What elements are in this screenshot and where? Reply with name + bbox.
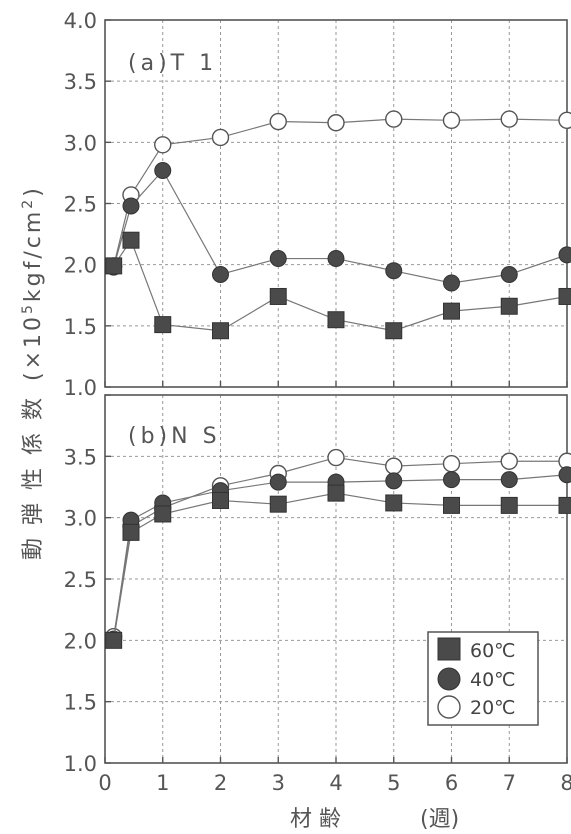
data-point-square xyxy=(385,322,403,340)
data-point-open-circle xyxy=(269,112,287,131)
svg-text:動 弾 性 係 数(×105kgf/cm2): 動 弾 性 係 数 (×105kgf/cm2) xyxy=(20,185,46,560)
y-tick-label: 3.5 xyxy=(64,70,97,94)
series-line xyxy=(113,169,568,284)
data-point-filled-circle xyxy=(154,161,172,179)
y-axis-unit-exp2: 2 xyxy=(20,197,36,209)
x-tick-label: 0 xyxy=(98,771,111,795)
data-point-square xyxy=(500,297,518,315)
y-tick-label: 2.5 xyxy=(64,568,97,592)
y-axis-label: 動 弾 性 係 数 (×105kgf/cm2) xyxy=(20,185,46,560)
data-point-square xyxy=(212,491,229,509)
x-axis-label: 材 齢 xyxy=(290,807,341,832)
data-point-filled-circle xyxy=(558,246,571,264)
y-tick-label: 1.0 xyxy=(64,752,97,776)
data-point-open-circle xyxy=(442,454,461,473)
data-point-filled-circle xyxy=(500,471,518,489)
data-point-square xyxy=(269,287,287,305)
y-tick-label: 4.0 xyxy=(64,9,97,33)
data-point-square xyxy=(212,322,229,340)
series-line xyxy=(113,456,567,637)
data-point-open-circle xyxy=(558,111,571,130)
data-point-square xyxy=(269,495,287,513)
panel-b-title: (b)N S xyxy=(128,424,221,449)
y-axis-unit2: kgf/cm xyxy=(21,209,46,302)
data-point-filled-circle xyxy=(269,473,287,491)
y-tick-label: 3.5 xyxy=(64,445,97,469)
x-axis-unit: (週) xyxy=(420,807,459,832)
x-tick-label: 4 xyxy=(329,771,342,795)
series-line xyxy=(113,118,568,267)
panel-a-title: (a)T 1 xyxy=(128,51,217,76)
x-tick-label: 6 xyxy=(445,771,458,795)
series-line xyxy=(113,492,567,641)
data-point-filled-circle xyxy=(385,472,403,490)
data-point-open-circle xyxy=(385,457,403,475)
data-point-filled-circle xyxy=(269,250,287,268)
axis-ticks: 4.03.53.02.52.01.51.03.53.02.52.01.51.00… xyxy=(64,9,571,795)
data-point-open-circle xyxy=(442,111,461,130)
data-point-filled-circle xyxy=(385,262,403,280)
series-line xyxy=(113,474,568,640)
x-tick-label: 3 xyxy=(272,771,285,795)
legend-open-circle-icon xyxy=(437,695,461,719)
data-point-square xyxy=(385,494,403,512)
data-point-filled-circle xyxy=(500,265,518,283)
data-point-open-circle xyxy=(154,136,172,154)
y-axis-unit-close: ) xyxy=(21,185,46,197)
series-line xyxy=(113,238,568,332)
data-point-square xyxy=(443,302,460,320)
legend-square-icon xyxy=(437,637,461,661)
x-tick-label: 1 xyxy=(156,771,169,795)
data-point-open-circle xyxy=(385,110,403,128)
y-tick-label: 1.5 xyxy=(64,315,97,339)
data-point-filled-circle xyxy=(327,250,345,268)
data-point-square xyxy=(105,631,123,649)
y-tick-label: 3.0 xyxy=(64,131,97,155)
data-point-square xyxy=(327,484,345,502)
data-point-square xyxy=(500,496,518,514)
y-tick-label: 1.5 xyxy=(64,691,97,715)
data-point-open-circle xyxy=(327,114,345,132)
data-point-square xyxy=(105,257,123,275)
data-point-square xyxy=(443,496,460,514)
data-point-square xyxy=(558,287,571,305)
series-layer xyxy=(104,110,571,649)
data-point-open-circle xyxy=(211,128,230,147)
data-point-filled-circle xyxy=(558,466,571,484)
legend-60: 60℃ xyxy=(470,640,516,662)
x-tick-label: 5 xyxy=(387,771,400,795)
data-point-filled-circle xyxy=(443,274,460,292)
x-tick-label: 7 xyxy=(503,771,516,795)
y-tick-label: 2.0 xyxy=(64,629,97,653)
y-axis-unit: (×10 xyxy=(21,314,46,381)
legend-40: 40℃ xyxy=(470,669,516,691)
y-tick-label: 2.0 xyxy=(64,254,97,278)
data-point-filled-circle xyxy=(122,197,140,215)
y-axis-unit-exp: 5 xyxy=(20,302,36,314)
x-tick-label: 8 xyxy=(560,771,571,795)
data-point-open-circle xyxy=(500,110,518,128)
legend: 60℃ 40℃ 20℃ xyxy=(427,631,539,726)
y-tick-label: 2.5 xyxy=(64,193,97,217)
y-tick-label: 1.0 xyxy=(64,376,97,400)
legend-filled-circle-icon xyxy=(437,667,461,691)
legend-20: 20℃ xyxy=(470,697,516,719)
y-axis-label-main: 動 弾 性 係 数 xyxy=(21,395,46,560)
data-point-filled-circle xyxy=(443,471,460,489)
data-point-square xyxy=(154,505,172,523)
x-tick-label: 2 xyxy=(214,771,227,795)
data-point-open-circle xyxy=(500,452,518,470)
data-point-square xyxy=(558,496,571,514)
data-point-square xyxy=(154,316,172,334)
y-tick-label: 3.0 xyxy=(64,507,97,531)
data-point-square xyxy=(327,311,345,329)
data-point-open-circle xyxy=(327,448,345,467)
data-point-square xyxy=(122,523,140,541)
data-point-square xyxy=(122,231,140,249)
data-point-filled-circle xyxy=(212,265,229,283)
